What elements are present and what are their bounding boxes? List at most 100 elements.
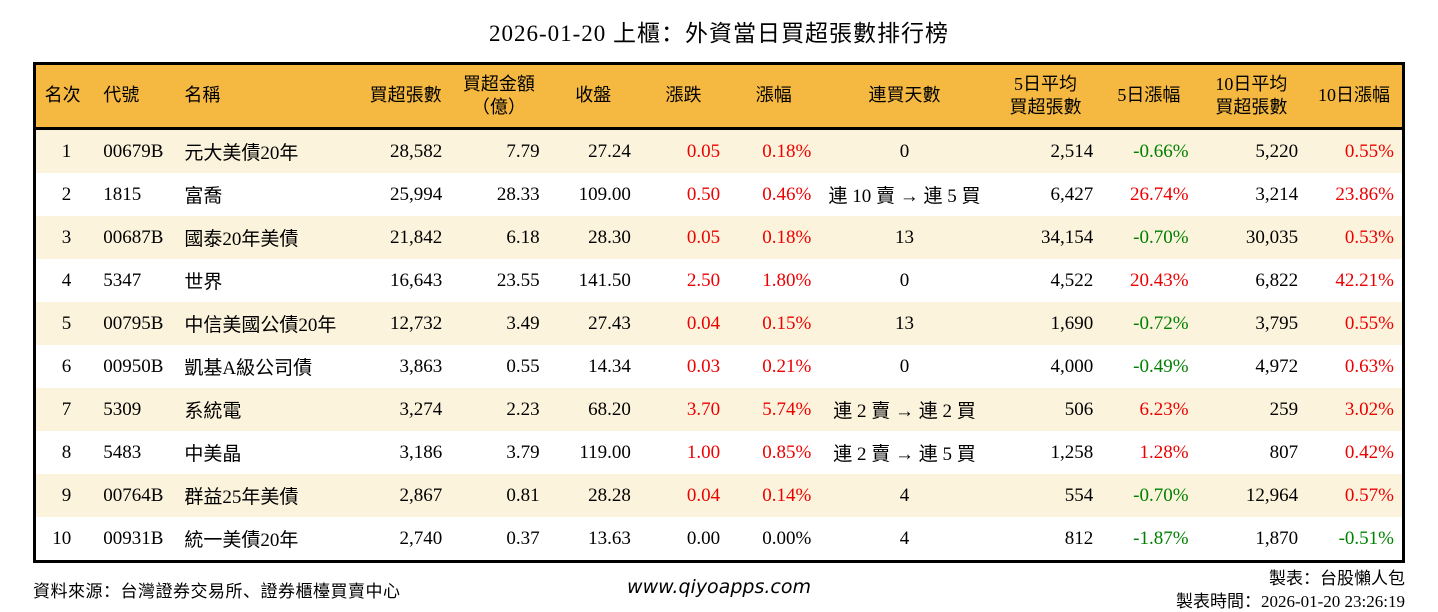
cell-pct10: 0.53% <box>1344 226 1394 248</box>
cell-rank: 3 <box>61 226 72 248</box>
cell-pct5: -0.66% <box>1133 140 1189 162</box>
cell-pct: 0.18% <box>762 226 812 248</box>
header-cell: 買超張數 <box>361 63 451 130</box>
cell-pct5: 6.23% <box>1139 398 1189 420</box>
cell-avg5: 34,154 <box>1041 226 1094 248</box>
table-row: 10 00931B 統一美債20年 2,740 0.37 13.63 0.00 0.00% 4 8… <box>35 517 1404 562</box>
cell-avg10: 6,822 <box>1255 269 1299 291</box>
cell-chg: 2.50 <box>686 269 721 291</box>
table-body: 1 00679B 元大美債20年 28,582 7.79 27.24 0.05 0.18% 0 2… <box>34 128 1404 562</box>
cell-avg5: 2,514 <box>1050 140 1094 162</box>
cell-vol: 25,994 <box>390 183 443 205</box>
cell-code: 00687B <box>103 226 164 248</box>
cell-vol: 3,274 <box>399 398 443 420</box>
cell-name: 凱基A級公司債 <box>184 358 313 379</box>
cell-pct10: 23.86% <box>1335 183 1394 205</box>
table-row: 7 5309 系統電 3,274 2.23 68.20 3.70 5.74% 連 2 賣 → 連… <box>34 388 1404 431</box>
cell-streak: 0 <box>899 355 910 377</box>
cell-chg: 0.00 <box>686 527 721 549</box>
table-row: 8 5483 中美晶 3,186 3.79 119.00 1.00 0.85% 連 2 賣 → … <box>35 431 1404 474</box>
header-cell: 10日平均 買超張數 <box>1196 63 1307 130</box>
cell-close: 27.43 <box>588 312 631 334</box>
cell-vol: 3,863 <box>399 355 443 377</box>
cell-avg5: 1,258 <box>1050 441 1094 463</box>
cell-avg5: 812 <box>1064 527 1094 549</box>
cell-chg: 3.70 <box>686 398 721 420</box>
cell-close: 141.50 <box>578 269 631 291</box>
footer-website: www.qiyoapps.com <box>627 576 811 598</box>
cell-name: 國泰20年美債 <box>184 229 299 250</box>
cell-code: 00950B <box>103 355 164 377</box>
header-cell: 代號 <box>89 63 171 130</box>
cell-avg5: 4,000 <box>1050 355 1094 377</box>
cell-chg: 0.03 <box>686 355 721 377</box>
header-cell: 名稱 <box>170 63 362 130</box>
cell-close: 27.24 <box>588 140 631 162</box>
cell-pct: 0.00% <box>762 527 812 549</box>
header-cell: 漲跌 <box>638 63 729 130</box>
header-cell: 10日漲幅 <box>1306 63 1404 130</box>
cell-amt: 3.79 <box>506 441 540 463</box>
cell-name: 統一美債20年 <box>184 530 299 551</box>
cell-pct5: 26.74% <box>1130 183 1189 205</box>
cell-avg5: 554 <box>1064 484 1094 506</box>
cell-avg5: 506 <box>1064 398 1094 420</box>
cell-pct: 1.80% <box>762 269 812 291</box>
footer-maker: 製表：台股懶人包 <box>1269 569 1405 588</box>
cell-pct5: -0.70% <box>1133 484 1189 506</box>
cell-rank: 5 <box>61 312 72 334</box>
cell-vol: 2,740 <box>399 527 443 549</box>
footer: 資料來源：台灣證券交易所、證券櫃檯買賣中心 www.qiyoapps.com 製… <box>33 566 1405 612</box>
table-row: 6 00950B 凱基A級公司債 3,863 0.55 14.34 0.03 0.21% 0 4,… <box>35 345 1404 388</box>
table-row: 1 00679B 元大美債20年 28,582 7.79 27.24 0.05 0.18% 0 2… <box>34 128 1404 173</box>
cell-vol: 21,842 <box>390 226 443 248</box>
cell-avg10: 12,964 <box>1245 484 1299 506</box>
cell-pct10: 0.57% <box>1344 484 1394 506</box>
cell-name: 元大美債20年 <box>184 143 299 164</box>
cell-rank: 6 <box>61 355 72 377</box>
cell-name: 系統電 <box>184 401 242 422</box>
cell-streak: 連 2 賣 → 連 5 買 <box>833 444 976 465</box>
cell-chg: 1.00 <box>686 441 721 463</box>
table-row: 9 00764B 群益25年美債 2,867 0.81 28.28 0.04 0.14% 4 55… <box>34 474 1404 517</box>
table-row: 3 00687B 國泰20年美債 21,842 6.18 28.30 0.05 0.18% 13… <box>34 216 1404 259</box>
cell-avg10: 1,870 <box>1255 527 1299 549</box>
cell-pct: 0.14% <box>762 484 812 506</box>
cell-name: 群益25年美債 <box>184 487 299 508</box>
cell-avg10: 807 <box>1269 441 1299 463</box>
cell-name: 世界 <box>184 272 223 293</box>
cell-pct10: 42.21% <box>1335 269 1394 291</box>
cell-amt: 0.37 <box>506 527 540 549</box>
cell-pct5: -0.72% <box>1133 312 1189 334</box>
footer-credits: 製表：台股懶人包 製表時間：2026-01-20 23:26:19 <box>811 566 1405 612</box>
ranking-table: 名次 代號 名稱 買超張數 買超金額 （億） 收盤 漲跌 漲幅 連買天數 5日平均 買超張數 5日漲… <box>33 62 1405 563</box>
cell-pct5: -1.87% <box>1133 527 1189 549</box>
cell-pct5: 20.43% <box>1130 269 1189 291</box>
cell-close: 14.34 <box>588 355 631 377</box>
cell-chg: 0.50 <box>686 183 721 205</box>
cell-streak: 0 <box>899 269 910 291</box>
cell-chg: 0.05 <box>686 140 721 162</box>
cell-streak: 4 <box>899 527 910 549</box>
cell-amt: 23.55 <box>496 269 540 291</box>
cell-code: 1815 <box>103 183 142 205</box>
cell-code: 00931B <box>103 527 164 549</box>
cell-pct10: -0.51% <box>1338 527 1394 549</box>
cell-rank: 9 <box>61 484 72 506</box>
header-cell: 5日平均 買超張數 <box>989 63 1102 130</box>
cell-avg5: 1,690 <box>1050 312 1094 334</box>
cell-rank: 10 <box>52 527 72 549</box>
cell-code: 5309 <box>103 398 142 420</box>
cell-pct: 0.46% <box>762 183 812 205</box>
header-cell: 收盤 <box>547 63 639 130</box>
cell-pct10: 0.42% <box>1344 441 1394 463</box>
cell-amt: 2.23 <box>506 398 540 420</box>
cell-close: 119.00 <box>579 441 631 463</box>
header-cell: 買超金額 （億） <box>450 63 548 130</box>
cell-code: 5347 <box>103 269 142 291</box>
cell-rank: 4 <box>61 269 72 291</box>
cell-chg: 0.04 <box>686 312 721 334</box>
cell-pct: 0.21% <box>762 355 812 377</box>
cell-avg10: 5,220 <box>1255 140 1299 162</box>
cell-rank: 8 <box>61 441 72 463</box>
